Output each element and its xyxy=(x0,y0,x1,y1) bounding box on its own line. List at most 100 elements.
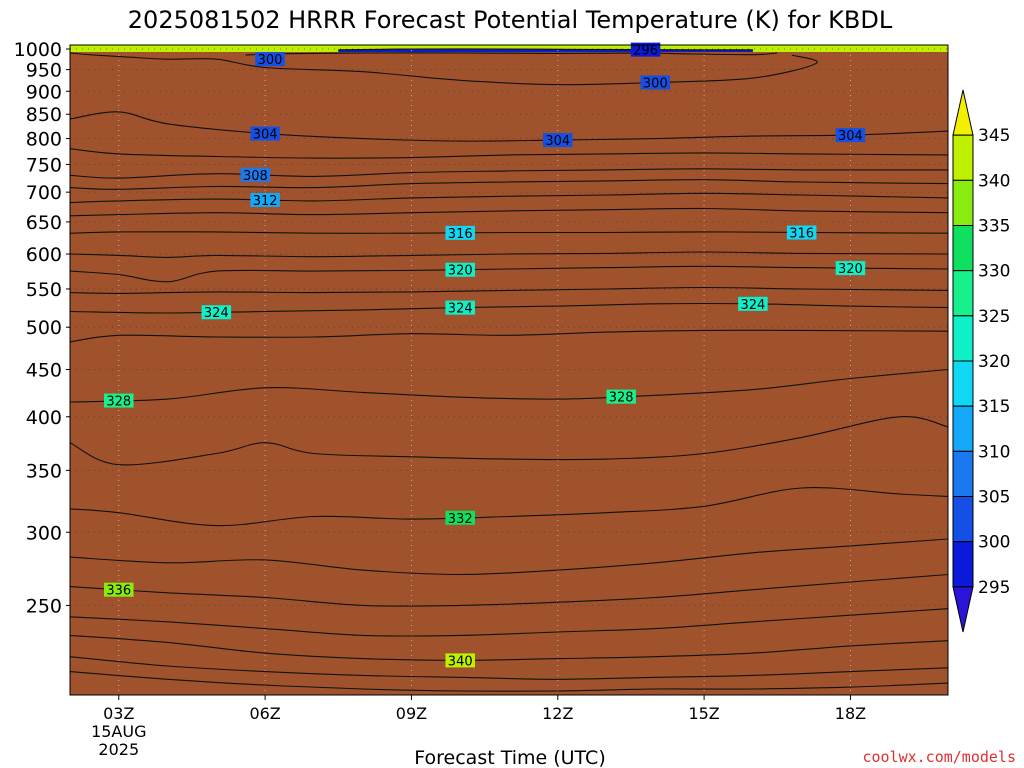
contour-label-bg-328 xyxy=(104,393,134,408)
contour-314 xyxy=(70,207,948,217)
contour-label-324: 324 xyxy=(204,306,229,321)
contour-label-bg-328 xyxy=(606,389,636,404)
y-tick-label-400: 400 xyxy=(26,407,62,429)
contour-label-bg-324 xyxy=(201,305,232,320)
contour-332 xyxy=(70,487,948,527)
contour-296 xyxy=(338,48,753,51)
colorbar-swatch-330 xyxy=(952,270,974,317)
color-filled-contours xyxy=(70,45,948,695)
y-tick-label-800: 800 xyxy=(26,129,62,151)
colorbar-label-340: 340 xyxy=(978,171,1010,191)
contour-label-320: 320 xyxy=(838,262,863,277)
y-tick-label-350: 350 xyxy=(26,460,62,482)
x-tick-label-15Z: 15Z xyxy=(688,704,719,723)
contour-label-324: 324 xyxy=(448,302,473,317)
contour-label-316: 316 xyxy=(448,227,473,242)
contour-label-bg-320 xyxy=(445,262,475,277)
contour-label-bg-304 xyxy=(835,128,866,143)
x-tick-sublabel-15AUG: 15AUG xyxy=(91,722,146,741)
contour-label-312: 312 xyxy=(253,194,278,209)
contour-label-336: 336 xyxy=(106,584,131,599)
contour-316 xyxy=(70,231,948,234)
contour-label-328: 328 xyxy=(106,395,131,410)
colorbar-label-300: 300 xyxy=(978,533,1010,553)
colorbar-bottom-arrow xyxy=(952,586,974,633)
colorbar-swatch-315 xyxy=(952,405,974,452)
contour-label-bg-336 xyxy=(104,582,134,597)
contour-label-bg-300 xyxy=(640,75,671,90)
contour-328 xyxy=(70,368,948,403)
contour-label-340: 340 xyxy=(448,654,473,669)
contour-label-316: 316 xyxy=(789,227,814,242)
y-tick-label-950: 950 xyxy=(26,60,62,82)
colorbar-label-325: 325 xyxy=(978,307,1010,327)
ground-strip xyxy=(70,51,948,695)
contour-298 xyxy=(245,52,778,56)
contour-label-bg-316 xyxy=(445,225,475,240)
chart-title: 2025081502 HRRR Forecast Potential Tempe… xyxy=(128,6,893,34)
contour-340 xyxy=(70,634,948,661)
contour-label-320: 320 xyxy=(448,264,473,279)
y-tick-label-250: 250 xyxy=(26,595,62,617)
y-tick-label-1000: 1000 xyxy=(14,39,62,61)
contour-label-328: 328 xyxy=(609,391,634,406)
contour-label-304: 304 xyxy=(545,134,570,149)
colorbar-swatch-300 xyxy=(952,541,974,588)
contour-label-308: 308 xyxy=(243,169,268,184)
site-credit: coolwx.com/models xyxy=(862,748,1016,766)
y-tick-label-300: 300 xyxy=(26,522,62,544)
contour-label-bg-316 xyxy=(786,225,817,240)
colorbar-swatch-320 xyxy=(952,360,974,407)
y-tick-label-500: 500 xyxy=(26,317,62,339)
contour-312 xyxy=(70,192,948,204)
y-tick-label-850: 850 xyxy=(26,104,62,126)
contour-label-324: 324 xyxy=(740,298,765,313)
contour-304 xyxy=(70,111,948,142)
color-bar: 345 340 335 330 325 320 315 310 305 300 295 xyxy=(952,89,1010,633)
colorbar-label-295: 295 xyxy=(978,578,1010,598)
contour-318 xyxy=(70,251,948,258)
colorbar-swatch-345 xyxy=(952,134,974,181)
contour-308 xyxy=(70,168,948,179)
x-tick-label-18Z: 18Z xyxy=(835,704,866,723)
colorbar-label-320: 320 xyxy=(978,352,1010,372)
colorbar-label-310: 310 xyxy=(978,442,1010,462)
y-tick-label-650: 650 xyxy=(26,212,62,234)
colorbar-swatch-305 xyxy=(952,496,974,543)
contour-310 xyxy=(70,179,948,190)
contour-342 xyxy=(70,656,948,680)
colorbar-label-345: 345 xyxy=(978,126,1010,146)
colorbar-label-315: 315 xyxy=(978,397,1010,417)
y-tick-label-750: 750 xyxy=(26,154,62,176)
contour-label-bg-304 xyxy=(250,126,280,141)
contour-label-bg-332 xyxy=(445,510,475,525)
contour-306 xyxy=(70,148,948,159)
contour-label-296: 296 xyxy=(633,44,658,59)
contour-336 xyxy=(70,573,948,607)
contour-label-332: 332 xyxy=(448,512,473,527)
contour-label-bg-308 xyxy=(240,167,271,182)
contour-330 xyxy=(70,416,948,466)
colorbar-swatch-310 xyxy=(952,450,974,498)
colorbar-top-arrow xyxy=(952,89,974,136)
y-tick-label-550: 550 xyxy=(26,279,62,301)
y-tick-label-900: 900 xyxy=(26,81,62,103)
contour-label-304: 304 xyxy=(253,128,278,143)
contour-label-bg-320 xyxy=(835,261,866,276)
contour-label-bg-324 xyxy=(738,296,768,311)
colorbar-label-335: 335 xyxy=(978,217,1010,237)
contour-label-bg-296 xyxy=(630,42,661,57)
colorbar-label-330: 330 xyxy=(978,262,1010,282)
y-tick-label-600: 600 xyxy=(26,244,62,266)
plot-grid xyxy=(70,45,948,695)
contour-344 xyxy=(70,671,948,692)
y-tick-label-450: 450 xyxy=(26,360,62,382)
colorbar-swatch-335 xyxy=(952,225,974,272)
contour-label-bg-312 xyxy=(250,192,280,207)
colorbar-label-305: 305 xyxy=(978,488,1010,508)
contour-label-304: 304 xyxy=(838,129,863,144)
contour-label-300: 300 xyxy=(643,76,668,91)
contour-lines xyxy=(70,48,948,692)
